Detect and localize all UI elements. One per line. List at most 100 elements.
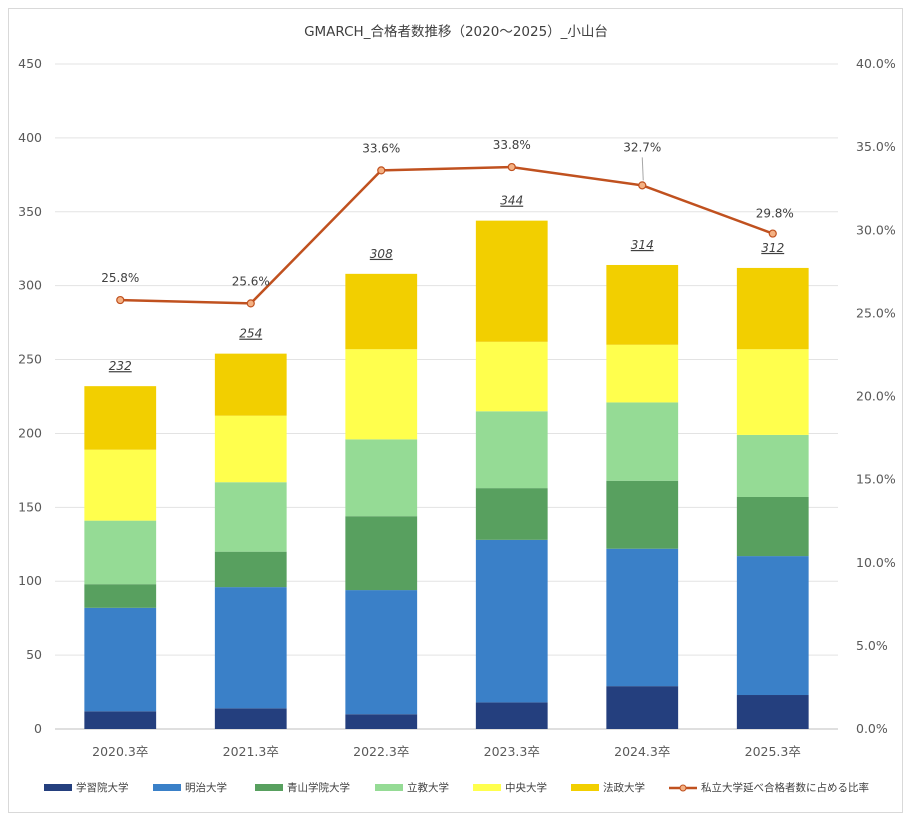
- x-tick-label: 2020.3卒: [92, 744, 148, 759]
- ratio-line-path: [120, 165, 774, 305]
- ratio-label: 32.7%: [623, 140, 661, 154]
- legend-label: 学習院大学: [76, 781, 129, 794]
- legend-swatch: [375, 784, 403, 791]
- y-tick-label: 450: [18, 56, 42, 71]
- bar-segment: [736, 267, 809, 350]
- legend-label: 私立大学延べ合格者数に占める比率: [701, 781, 869, 794]
- ratio-label: 29.8%: [756, 207, 794, 221]
- legend-swatch: [153, 784, 181, 791]
- legend-swatch: [473, 784, 501, 791]
- bar-segment: [475, 539, 548, 703]
- bar-total-label: 232: [109, 359, 132, 373]
- bar-total-label: 254: [239, 327, 262, 341]
- ratio-label-leader: [641, 157, 644, 181]
- bar-segment: [84, 607, 157, 712]
- y-axis-left: 0 50 100 150 200 250 300 350 400 450: [18, 56, 42, 736]
- bar-total-label: 312: [761, 241, 784, 255]
- bar-segment: [84, 386, 157, 450]
- ratio-label: 25.8%: [101, 271, 139, 285]
- legend-line-marker: [679, 784, 687, 792]
- ratio-point: [116, 295, 125, 305]
- bar-segment: [214, 353, 287, 416]
- gridlines: [55, 63, 838, 730]
- bar-segment: [606, 402, 679, 481]
- bar-segment: [345, 714, 418, 729]
- bar-segment: [345, 349, 418, 440]
- bar-total-label: 314: [631, 238, 654, 252]
- y-tick-label: 350: [18, 204, 42, 219]
- x-tick-label: 2022.3卒: [353, 744, 409, 759]
- y-tick-label: 150: [18, 499, 42, 514]
- bar-segment: [345, 439, 418, 517]
- bar-total-label: 308: [370, 247, 393, 261]
- bar-segment: [475, 702, 548, 729]
- bar-segment: [214, 551, 287, 588]
- y-tick-label: 250: [18, 352, 42, 367]
- bar-segment: [475, 411, 548, 489]
- y-tick-label: 400: [18, 130, 42, 145]
- y2-tick-label: 30.0%: [856, 222, 896, 237]
- bar-segment: [606, 686, 679, 729]
- bar-segment: [606, 264, 679, 345]
- bar-segment: [606, 344, 679, 403]
- bar-segment: [84, 520, 157, 585]
- x-axis: 2020.3卒 2021.3卒 2022.3卒 2023.3卒 2024.3卒 2025.…: [92, 744, 801, 759]
- x-tick-label: 2024.3卒: [614, 744, 670, 759]
- y2-tick-label: 40.0%: [856, 56, 896, 71]
- bar-segment: [345, 516, 418, 591]
- x-tick-label: 2025.3卒: [745, 744, 801, 759]
- bar-segment: [736, 556, 809, 696]
- y2-tick-label: 10.0%: [856, 555, 896, 570]
- legend-label: 法政大学: [603, 781, 645, 794]
- y2-tick-label: 15.0%: [856, 472, 896, 487]
- legend: 学習院大学 明治大学 青山学院大学 立教大学 中央大学 法政大学 私立大学延べ合格者数に占め…: [44, 781, 869, 794]
- ratio-label: 33.6%: [362, 141, 400, 155]
- y2-tick-label: 35.0%: [856, 139, 896, 154]
- bar-total-label: 344: [500, 194, 523, 208]
- ratio-point: [507, 162, 516, 172]
- bar-segment: [345, 590, 418, 715]
- x-tick-label: 2023.3卒: [484, 744, 540, 759]
- ratio-point: [768, 229, 777, 238]
- legend-swatch: [255, 784, 283, 791]
- ratio-point: [246, 299, 255, 308]
- y-tick-label: 300: [18, 278, 42, 293]
- legend-label: 青山学院大学: [287, 781, 350, 794]
- y2-tick-label: 25.0%: [856, 305, 896, 320]
- x-tick-label: 2021.3卒: [223, 744, 279, 759]
- bar-segment: [214, 415, 287, 483]
- ratio-label: 25.6%: [232, 274, 270, 288]
- ratio-line: 25.8% 25.6% 33.6% 33.8% 32.7% 29.8%: [101, 138, 794, 308]
- y-tick-label: 200: [18, 425, 42, 440]
- bar-segment: [475, 220, 548, 342]
- bar-segment: [606, 548, 679, 687]
- ratio-point: [638, 181, 647, 190]
- y2-tick-label: 0.0%: [856, 721, 888, 736]
- bar-segment: [736, 434, 809, 497]
- y-axis-right: 0.0% 5.0% 10.0% 15.0% 20.0% 25.0% 30.0% 35.0% 40…: [856, 56, 896, 736]
- legend-swatch: [44, 784, 72, 791]
- bar-totals: 232 254 308 344 314 312: [109, 194, 784, 374]
- y-tick-label: 0: [34, 721, 42, 736]
- legend-label: 明治大学: [185, 781, 227, 794]
- bar-segment: [84, 584, 157, 608]
- legend-label: 立教大学: [407, 781, 449, 794]
- bar-segment: [214, 587, 287, 709]
- bar-segment: [214, 482, 287, 552]
- ratio-point: [377, 166, 386, 175]
- bar-segment: [475, 341, 548, 412]
- bar-segment: [736, 349, 809, 435]
- chart-title: GMARCH_合格者数推移（2020～2025）_小山台: [304, 24, 608, 40]
- legend-label: 中央大学: [505, 781, 547, 794]
- legend-swatch: [571, 784, 599, 791]
- bar-segment: [214, 708, 287, 729]
- bar-segment: [736, 496, 809, 557]
- ratio-label: 33.8%: [493, 138, 531, 152]
- y2-tick-label: 20.0%: [856, 389, 896, 404]
- y-tick-label: 100: [18, 573, 42, 588]
- y2-tick-label: 5.0%: [856, 638, 888, 653]
- bar-segment: [475, 488, 548, 540]
- bars: [84, 220, 809, 729]
- bar-segment: [345, 273, 418, 350]
